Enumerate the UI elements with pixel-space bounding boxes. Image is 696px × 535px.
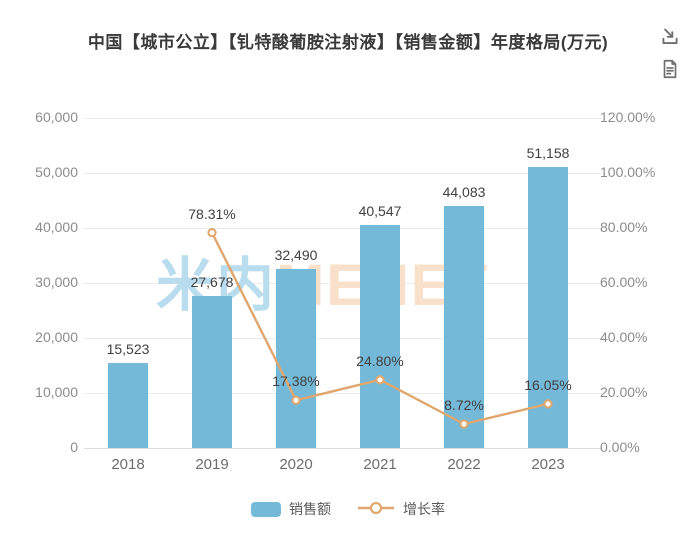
x-axis-label-2021: 2021	[363, 456, 397, 473]
y-axis-right-tick: 80.00%	[600, 219, 648, 235]
gridline	[84, 118, 602, 119]
y-axis-right-tick: 100.00%	[600, 164, 656, 180]
gridline	[84, 228, 602, 229]
download-icon[interactable]	[659, 26, 681, 48]
x-axis-label-2019: 2019	[195, 456, 229, 473]
x-axis-label-2018: 2018	[111, 456, 145, 473]
report-icon[interactable]	[659, 58, 681, 80]
y-axis-right-tick: 60.00%	[600, 274, 648, 290]
growth-value-label: 24.80%	[356, 352, 404, 369]
legend-item-growth[interactable]: 增长率	[357, 499, 445, 519]
legend-label-sales: 销售额	[289, 501, 331, 517]
y-axis-left-tick: 10,000	[35, 384, 78, 400]
growth-value-label: 17.38%	[272, 373, 320, 390]
bar-2021[interactable]	[360, 224, 400, 448]
gridline	[84, 393, 602, 394]
bar-2023[interactable]	[528, 166, 568, 448]
x-axis-label-2022: 2022	[447, 456, 481, 473]
header-toolbar	[658, 26, 682, 80]
growth-marker-2019[interactable]	[207, 228, 217, 238]
y-axis-right-tick: 120.00%	[600, 109, 656, 125]
chart-title: 中国【城市公立】【钆特酸葡胺注射液】【销售金额】年度格局(万元)	[87, 33, 609, 52]
growth-value-label: 8.72%	[444, 397, 484, 414]
y-axis-left-tick: 20,000	[35, 329, 78, 345]
x-axis-line	[84, 448, 602, 449]
legend-label-growth: 增长率	[403, 501, 445, 517]
x-axis-label-2023: 2023	[531, 456, 565, 473]
legend-item-sales[interactable]: 销售额	[251, 499, 331, 519]
bar-2019[interactable]	[192, 295, 232, 448]
y-axis-right-tick: 40.00%	[600, 329, 648, 345]
legend: 销售额 增长率	[0, 499, 696, 519]
y-axis-left-tick: 40,000	[35, 219, 78, 235]
growth-value-label: 16.05%	[524, 376, 572, 393]
bar-value-label: 32,490	[274, 247, 318, 264]
bar-value-label: 27,678	[190, 273, 234, 290]
y-axis-left-tick: 0	[70, 439, 78, 455]
line-series-swatch	[357, 500, 395, 519]
x-axis-label-2020: 2020	[279, 456, 313, 473]
growth-value-label: 78.31%	[188, 205, 236, 222]
bar-2020[interactable]	[276, 269, 316, 448]
bar-2018[interactable]	[108, 362, 148, 448]
bar-value-label: 44,083	[442, 183, 486, 200]
bar-value-label: 15,523	[106, 340, 150, 357]
bar-value-label: 40,547	[358, 202, 402, 219]
y-axis-left-tick: 50,000	[35, 164, 78, 180]
y-axis-right-tick: 0.00%	[600, 439, 640, 455]
y-axis-left-tick: 30,000	[35, 274, 78, 290]
bar-series-swatch	[251, 501, 281, 517]
y-axis-left-tick: 60,000	[35, 109, 78, 125]
gridline	[84, 173, 602, 174]
y-axis-right-tick: 20.00%	[600, 384, 648, 400]
bar-value-label: 51,158	[526, 144, 570, 161]
gridline	[84, 338, 602, 339]
